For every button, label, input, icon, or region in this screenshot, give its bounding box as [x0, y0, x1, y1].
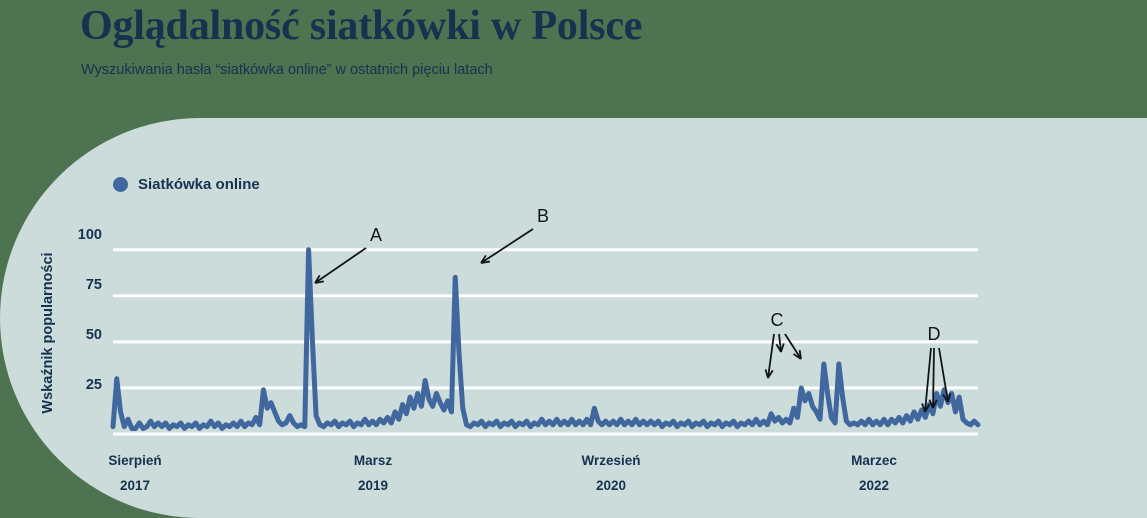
x-tick-month: Wrzesień	[581, 453, 641, 468]
y-tick-25: 25	[85, 377, 102, 393]
annotation-arrow-d-0-head	[921, 403, 931, 413]
annotation-arrow-b-0-head	[480, 254, 491, 264]
annotation-arrow-c-1-head	[775, 343, 785, 353]
legend-item-label: Siatkówka online	[138, 176, 260, 193]
annotation-label-c: C	[771, 310, 784, 330]
annotation-arrow-c-2-head	[792, 349, 802, 360]
annotation-arrow-d-1-head	[928, 399, 938, 409]
annotation-arrow-d-2	[938, 347, 949, 403]
annotation-arrow-c-0	[767, 333, 775, 379]
annotation-arrow-d-1	[932, 347, 935, 409]
x-tick-2: Wrzesień 2020	[531, 448, 691, 498]
annotation-arrow-c-2	[784, 333, 802, 360]
x-tick-1: Marsz 2019	[293, 448, 453, 498]
x-tick-0: Sierpień 2017	[55, 448, 215, 498]
x-tick-month: Marzec	[851, 453, 897, 468]
y-tick-100: 100	[77, 227, 102, 243]
x-tick-year: 2022	[858, 478, 890, 493]
page-title: Oglądalność siatkówki w Polsce	[80, 3, 643, 49]
x-tick-3: Marzec 2022	[794, 448, 954, 498]
data-series-layer	[110, 247, 981, 431]
chart-legend: Siatkówka online	[113, 176, 260, 193]
annotation-label-a: A	[370, 225, 382, 245]
x-tick-year: 2019	[357, 478, 389, 493]
x-tick-year: 2017	[119, 478, 151, 493]
annotation-label-d: D	[928, 324, 941, 344]
y-tick-50: 50	[85, 327, 102, 343]
x-tick-month: Marsz	[353, 453, 393, 468]
series-line-siatkowka-online	[110, 247, 981, 431]
chart-plot-area: A B C D	[110, 206, 981, 436]
page-subtitle: Wyszukiwania hasła “siatkówka online” w …	[81, 62, 493, 78]
chart-header: Oglądalność siatkówki w Polsce Wyszukiwa…	[0, 0, 1147, 118]
y-tick-75: 75	[85, 277, 102, 293]
annotation-arrow-d-2-head	[942, 393, 952, 403]
annotation-arrow-c-1	[778, 333, 782, 353]
x-tick-month: Sierpień	[108, 453, 162, 468]
annotation-layer: A B C D	[314, 206, 952, 413]
annotation-arrow-c-0-head	[764, 369, 774, 379]
annotation-label-b: B	[537, 206, 549, 226]
annotation-arrow-d-0	[924, 347, 932, 413]
annotation-arrow-a-0	[314, 247, 367, 284]
chart-panel: Siatkówka online Wskaźnik popularności 1…	[0, 118, 1147, 518]
gridlines	[113, 248, 978, 436]
legend-dot-icon	[113, 177, 128, 192]
annotation-arrow-a-0-head	[314, 274, 325, 284]
x-tick-year: 2020	[595, 478, 627, 493]
annotation-arrow-b-0	[480, 228, 534, 264]
